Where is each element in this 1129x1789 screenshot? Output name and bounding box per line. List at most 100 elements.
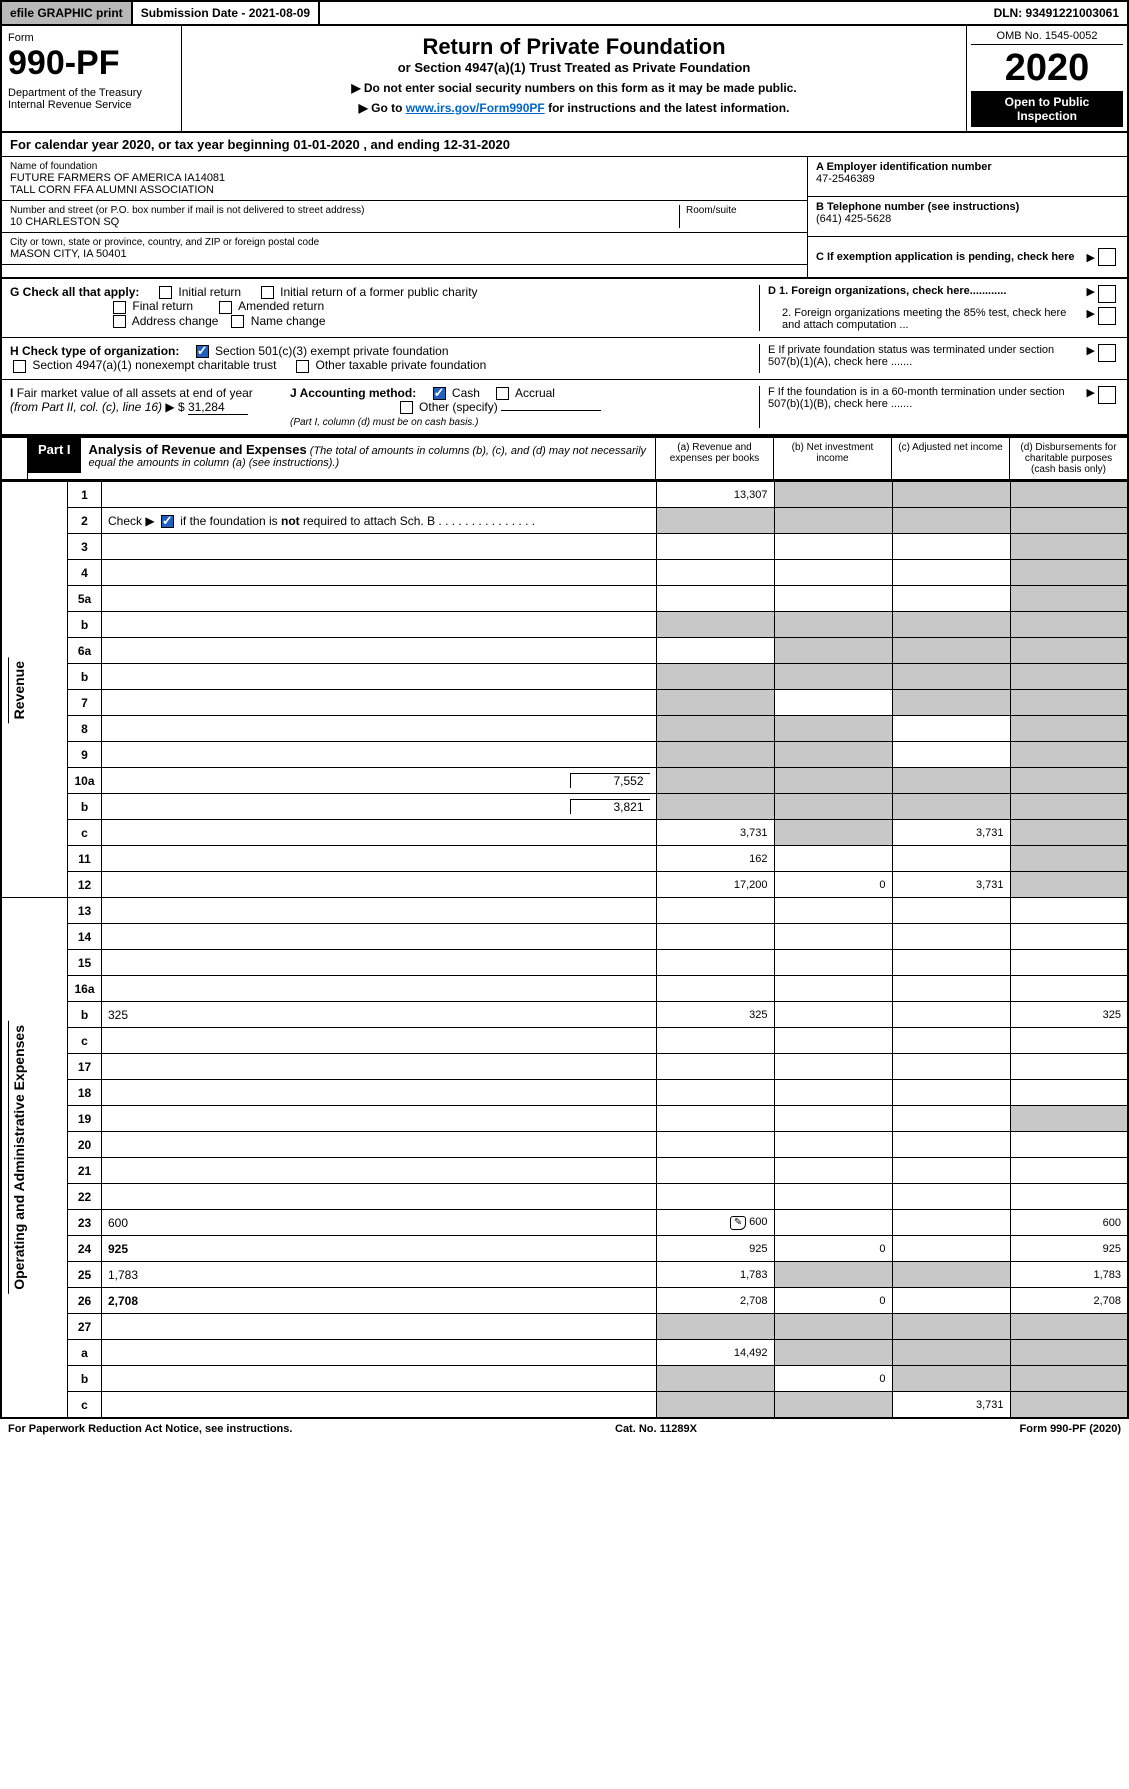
amount-cell <box>892 1288 1010 1314</box>
attachment-icon[interactable]: ✎ <box>730 1216 746 1230</box>
table-row: c3,731 <box>1 1392 1128 1418</box>
amount-cell <box>892 768 1010 794</box>
line-number: b <box>68 664 102 690</box>
j-other: Other (specify) <box>419 400 498 414</box>
form-title: Return of Private Foundation <box>194 34 954 60</box>
schb-checkbox[interactable] <box>161 515 174 528</box>
amount-cell: 2,708 <box>656 1288 774 1314</box>
amount-cell <box>656 742 774 768</box>
e-checkbox[interactable] <box>1098 344 1116 362</box>
amount-cell <box>892 976 1010 1002</box>
d2-checkbox[interactable] <box>1098 307 1116 325</box>
col-b-head: (b) Net investment income <box>773 438 891 479</box>
f-checkbox[interactable] <box>1098 386 1116 404</box>
omb-number: OMB No. 1545-0052 <box>971 30 1123 45</box>
city-cell: City or town, state or province, country… <box>2 233 807 265</box>
line-desc <box>102 872 657 898</box>
line-number: 14 <box>68 924 102 950</box>
amount-cell <box>774 820 892 846</box>
g-address-change-checkbox[interactable] <box>113 315 126 328</box>
part1-desc: Analysis of Revenue and Expenses (The to… <box>81 438 655 473</box>
g-initial-return-checkbox[interactable] <box>159 286 172 299</box>
amount-cell <box>774 1002 892 1028</box>
amount-cell <box>774 1080 892 1106</box>
g-opt-2: Final return <box>132 299 193 313</box>
amount-cell <box>774 1132 892 1158</box>
g-name-change-checkbox[interactable] <box>231 315 244 328</box>
line-number: 10a <box>68 768 102 794</box>
d1-checkbox[interactable] <box>1098 285 1116 303</box>
amount-cell: 2,708 <box>1010 1288 1128 1314</box>
g-initial-former-checkbox[interactable] <box>261 286 274 299</box>
info-right: A Employer identification number 47-2546… <box>807 157 1127 277</box>
part1-label: Part I <box>28 438 81 473</box>
header-note2: ▶ Go to www.irs.gov/Form990PF for instru… <box>194 101 954 115</box>
section-label-cell: Revenue <box>1 482 68 898</box>
address: 10 CHARLESTON SQ <box>10 216 679 228</box>
footer-right: Form 990-PF (2020) <box>1020 1423 1122 1435</box>
calendar-year-row: For calendar year 2020, or tax year begi… <box>0 133 1129 157</box>
line-desc <box>102 482 657 508</box>
amount-cell <box>892 716 1010 742</box>
amount-cell <box>656 716 774 742</box>
h-4947-checkbox[interactable] <box>13 360 26 373</box>
amount-cell <box>656 1054 774 1080</box>
section-label: Operating and Administrative Expenses <box>8 1021 29 1294</box>
amount-cell <box>1010 508 1128 534</box>
line-number: c <box>68 1392 102 1418</box>
d2-label: 2. Foreign organizations meeting the 85%… <box>768 307 1087 331</box>
line-number: 13 <box>68 898 102 924</box>
j-cash-checkbox[interactable] <box>433 387 446 400</box>
line-desc: 600 <box>102 1210 657 1236</box>
table-row: 18 <box>1 1080 1128 1106</box>
irs-link[interactable]: www.irs.gov/Form990PF <box>406 101 545 115</box>
amount-cell <box>656 976 774 1002</box>
h-501c3-checkbox[interactable] <box>196 345 209 358</box>
exemption-cell: C If exemption application is pending, c… <box>808 237 1127 277</box>
j-other-checkbox[interactable] <box>400 401 413 414</box>
j-accrual-checkbox[interactable] <box>496 387 509 400</box>
ij-left: I Fair market value of all assets at end… <box>10 386 759 429</box>
amount-cell: 325 <box>1010 1002 1128 1028</box>
i-value: 31,284 <box>188 400 248 415</box>
amount-cell <box>774 898 892 924</box>
amount-cell <box>1010 976 1128 1002</box>
h-other-taxable-checkbox[interactable] <box>296 360 309 373</box>
footer-mid: Cat. No. 11289X <box>615 1423 697 1435</box>
table-row: 2Check ▶ if the foundation is not requir… <box>1 508 1128 534</box>
table-row: b <box>1 612 1128 638</box>
footer-left: For Paperwork Reduction Act Notice, see … <box>8 1423 292 1435</box>
amount-cell <box>1010 872 1128 898</box>
table-row: 16a <box>1 976 1128 1002</box>
amount-cell <box>774 1340 892 1366</box>
amount-cell <box>892 1366 1010 1392</box>
amount-cell <box>1010 716 1128 742</box>
amount-cell <box>892 924 1010 950</box>
h-opt3: Other taxable private foundation <box>316 358 487 372</box>
line-number: 15 <box>68 950 102 976</box>
amount-cell <box>656 1392 774 1418</box>
g-final-return-checkbox[interactable] <box>113 301 126 314</box>
line-desc <box>102 664 657 690</box>
amount-cell <box>892 1002 1010 1028</box>
amount-cell <box>656 1028 774 1054</box>
c-checkbox[interactable] <box>1098 248 1116 266</box>
line-number: 11 <box>68 846 102 872</box>
amount-cell <box>656 560 774 586</box>
line-number: b <box>68 1366 102 1392</box>
form-subtitle: or Section 4947(a)(1) Trust Treated as P… <box>194 60 954 75</box>
line-number: 4 <box>68 560 102 586</box>
amount-cell <box>656 1366 774 1392</box>
amount-cell <box>774 1106 892 1132</box>
line-desc <box>102 742 657 768</box>
table-row: 15 <box>1 950 1128 976</box>
amount-cell: 0 <box>774 1236 892 1262</box>
amount-cell <box>1010 482 1128 508</box>
g-amended-checkbox[interactable] <box>219 301 232 314</box>
amount-cell: 325 <box>656 1002 774 1028</box>
line-number: 12 <box>68 872 102 898</box>
line-number: 3 <box>68 534 102 560</box>
table-row: 22 <box>1 1184 1128 1210</box>
dln-label: DLN: 93491221003061 <box>986 2 1127 24</box>
g-opt-5: Name change <box>251 314 326 328</box>
